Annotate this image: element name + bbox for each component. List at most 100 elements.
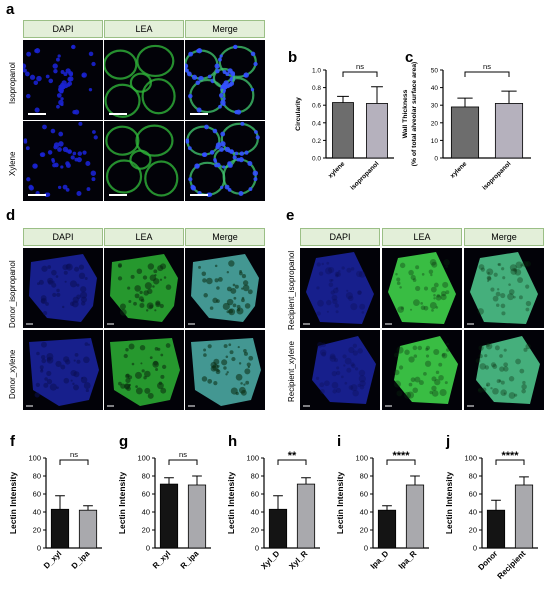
micrograph-a-xylene-dapi <box>23 121 103 201</box>
tissue-section-shape <box>467 252 538 325</box>
y-tick-label: 20 <box>469 526 477 535</box>
y-axis-label: Wall Thickness <box>402 89 409 138</box>
micrograph-a-isopropanol-lea <box>104 40 184 120</box>
tissue-section-shape <box>303 252 374 325</box>
y-tick-label: 20 <box>251 526 259 535</box>
tissue-section-shape <box>26 338 99 407</box>
bar-Recipient <box>514 484 534 549</box>
y-tick-label: 10 <box>431 138 439 145</box>
y-tick-label: 20 <box>33 526 41 535</box>
panel-label-c: c <box>405 50 413 66</box>
alveolar-texture <box>185 44 258 115</box>
row-label-xylene: Xylene <box>8 151 17 176</box>
column-header-merge: Merge <box>464 228 544 246</box>
x-tick-label: isopropanol <box>481 160 512 191</box>
bar-R_ipa <box>187 484 207 549</box>
x-tick-label: xylene <box>327 160 347 180</box>
y-axis-label: Lectin Intensity <box>444 472 454 535</box>
bar-Ipa_R <box>405 484 425 549</box>
panel-label-j: j <box>445 433 450 450</box>
y-tick-label: 50 <box>431 68 439 75</box>
y-tick-label: 60 <box>360 490 368 499</box>
scale-bar <box>109 113 127 115</box>
section-donor-isopropanol-dapi <box>23 248 103 328</box>
significance-label: ns <box>483 62 491 71</box>
micrograph-a-isopropanol-dapi <box>23 40 103 120</box>
alveolar-texture <box>105 124 179 197</box>
alveolar-texture <box>185 121 260 198</box>
column-header-merge: Merge <box>185 228 265 246</box>
x-tick-label: D_ipa <box>70 549 92 571</box>
y-tick-label: 20 <box>431 120 439 127</box>
error-bar <box>164 477 174 485</box>
y-tick-label: 100 <box>355 454 368 463</box>
panel-label-d: d <box>6 207 16 224</box>
error-bar <box>501 90 517 104</box>
section-donor-xylene-merge <box>185 330 265 410</box>
y-axis-label: Circularity <box>295 97 302 131</box>
significance-bracket <box>342 71 378 77</box>
y-tick-label: 40 <box>469 508 477 517</box>
bar-Ipa_D <box>377 509 397 549</box>
y-tick-label: 80 <box>360 472 368 481</box>
y-tick-label: 100 <box>464 454 477 463</box>
x-tick-label: isopropanol <box>349 160 380 191</box>
column-header-lea: LEA <box>104 228 184 246</box>
tissue-section-shape <box>303 336 376 407</box>
y-tick-label: 0 <box>37 544 41 553</box>
significance-bracket <box>464 71 510 77</box>
y-tick-label: 20 <box>142 526 150 535</box>
y-tick-label: 60 <box>469 490 477 499</box>
x-tick-label: Ipa_R <box>397 549 419 571</box>
section-donor-isopropanol-merge <box>185 248 265 328</box>
x-tick-label: xylene <box>449 160 469 180</box>
y-axis-label: Lectin Intensity <box>335 472 345 535</box>
bar-D_xyl <box>50 508 70 549</box>
y-tick-label: 1.0 <box>312 68 321 75</box>
significance-label: ns <box>356 62 364 71</box>
y-tick-label: 100 <box>28 454 41 463</box>
significance-bracket <box>59 459 89 465</box>
y-tick-label: 0 <box>364 544 368 553</box>
alveolar-texture <box>104 44 176 118</box>
y-tick-label: 0 <box>434 156 438 163</box>
error-bar <box>192 475 202 485</box>
x-tick-label: Donor <box>476 549 499 572</box>
error-bar <box>382 505 392 511</box>
significance-bracket <box>495 459 525 465</box>
bar-Xyl_D <box>268 508 288 549</box>
error-bar <box>457 97 473 107</box>
significance-label: ** <box>288 450 297 462</box>
row-label-donor-isopropanol: Donor_isopropanol <box>8 260 17 328</box>
column-header-dapi: DAPI <box>300 228 380 246</box>
bar-isopropanol <box>366 103 388 159</box>
y-tick-label: 60 <box>251 490 259 499</box>
y-tick-label: 80 <box>33 472 41 481</box>
bar-D_ipa <box>78 509 98 549</box>
y-tick-label: 40 <box>33 508 41 517</box>
y-axis-label: Lectin Intensity <box>8 472 18 535</box>
y-axis-label: Lectin Intensity <box>117 472 127 535</box>
section-donor-isopropanol-lea <box>104 248 184 328</box>
x-tick-label: R_xyl <box>151 549 172 570</box>
significance-label: **** <box>392 450 410 462</box>
significance-label: **** <box>501 450 519 462</box>
error-bar <box>273 495 283 510</box>
column-header-dapi: DAPI <box>23 20 103 38</box>
error-bar <box>519 476 529 485</box>
y-axis-label: (% of total alveolar surface area) <box>411 62 418 167</box>
y-tick-label: 0.4 <box>312 120 321 127</box>
alveolar-texture <box>23 121 98 198</box>
scale-bar <box>28 194 46 196</box>
row-label-isopropanol: Isopropanol <box>8 62 17 104</box>
row-label-recipient-isopropanol: Recipient_isopropanol <box>287 250 296 330</box>
tissue-section-shape <box>188 338 261 407</box>
tissue-section-shape <box>107 338 180 407</box>
chart-c: c 0 10 20 30 40 50 Wall Thickness (% of total al… <box>395 50 545 210</box>
y-tick-label: 40 <box>142 508 150 517</box>
scale-bar <box>190 194 208 196</box>
y-tick-label: 40 <box>431 85 439 92</box>
x-tick-label: D_xyl <box>42 549 63 570</box>
y-tick-label: 100 <box>246 454 259 463</box>
x-tick-label: Recipient <box>496 549 528 581</box>
